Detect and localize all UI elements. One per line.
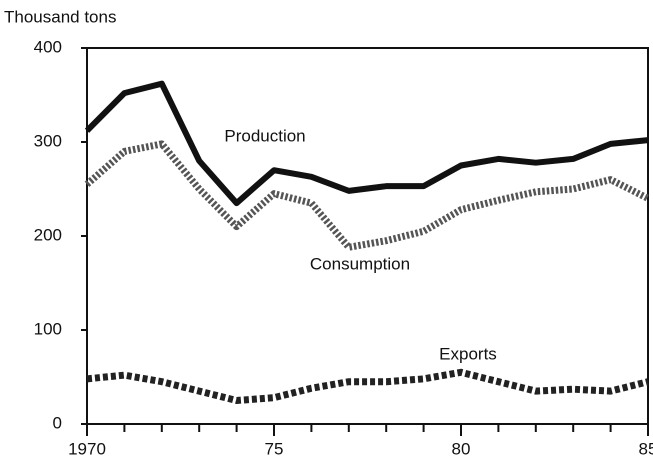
x-tick-label: 75: [265, 439, 284, 458]
x-tick-label: 80: [452, 439, 471, 458]
y-tick-label: 200: [34, 225, 62, 244]
y-axis-label: Thousand tons: [4, 7, 116, 26]
series-line: [84, 80, 649, 207]
y-tick-label: 100: [34, 319, 62, 338]
series-label: Exports: [439, 344, 497, 363]
x-tick-label: 85: [639, 439, 653, 458]
series-line: [86, 368, 649, 404]
y-tick-label: 400: [34, 37, 62, 56]
y-tick-label: 300: [34, 131, 62, 150]
series-line: [84, 140, 650, 251]
x-tick-label: 1970: [68, 439, 106, 458]
series-label: Production: [224, 126, 305, 145]
series-label: Consumption: [310, 254, 410, 273]
y-tick-label: 0: [53, 413, 62, 432]
